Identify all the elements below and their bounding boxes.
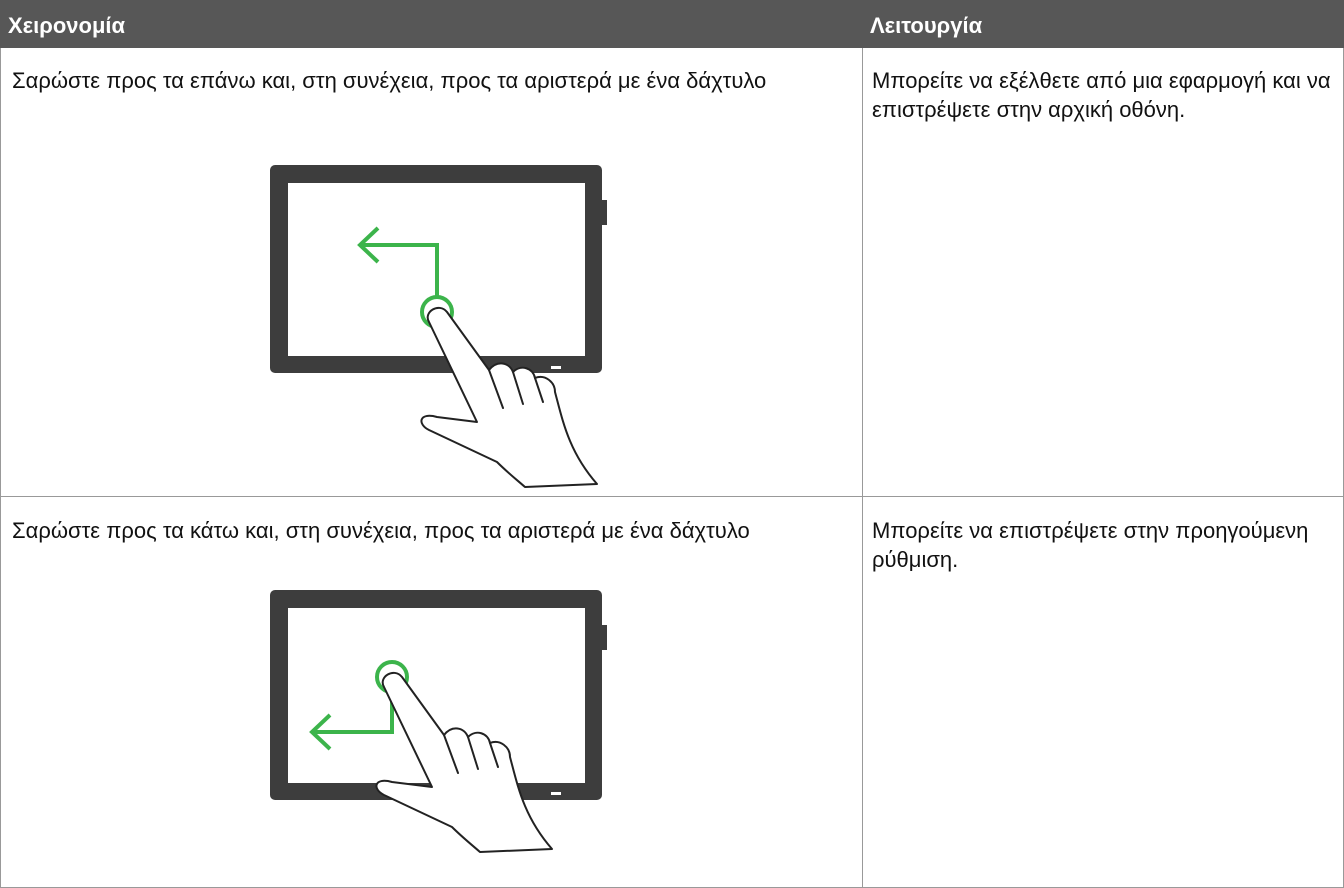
header-cell: Χειρονομία	[0, 0, 862, 48]
illustrations	[270, 165, 607, 853]
border	[0, 48, 1, 888]
gesture-text: Σαρώστε προς τα κάτω και, στη συνέχεια, …	[12, 518, 750, 543]
tablet-illustration	[270, 165, 607, 488]
border	[0, 496, 1344, 497]
border	[862, 48, 863, 888]
function-text: Μπορείτε να εξέλθετε από μια εφαρμογή κα…	[872, 68, 1331, 122]
gesture-text: Σαρώστε προς τα επάνω και, στη συνέχεια,…	[12, 68, 767, 93]
function-text: Μπορείτε να επιστρέψετε στην προηγούμενη…	[872, 518, 1309, 572]
header-cell: Λειτουργία	[862, 0, 1344, 48]
tablet-illustration	[270, 590, 607, 853]
